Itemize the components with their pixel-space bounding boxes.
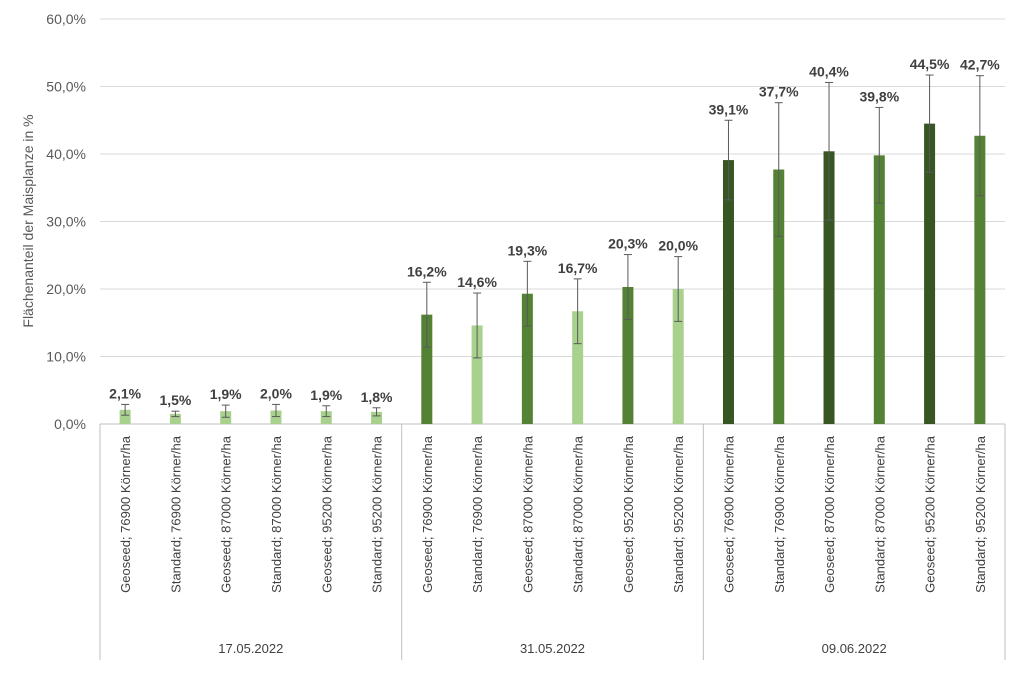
data-label: 1,9% xyxy=(210,386,242,402)
data-label: 20,3% xyxy=(608,236,648,252)
bar xyxy=(773,169,785,424)
data-label: 16,7% xyxy=(558,260,598,276)
y-tick-label: 40,0% xyxy=(46,146,86,162)
bar xyxy=(722,160,734,424)
data-label: 42,7% xyxy=(960,57,1000,73)
data-label: 2,1% xyxy=(109,385,141,401)
bar xyxy=(823,151,835,425)
y-axis-label: Flächenanteil der Maisplanze in % xyxy=(20,114,36,327)
group-label: 09.06.2022 xyxy=(822,641,887,656)
x-tick-label: Geoseed; 76900 Körner/ha xyxy=(420,435,435,593)
y-tick-label: 20,0% xyxy=(46,281,86,297)
bar xyxy=(521,293,533,424)
x-tick-label: Geoseed; 95200 Körner/ha xyxy=(621,435,636,593)
data-label: 16,2% xyxy=(407,263,447,279)
bar xyxy=(320,411,332,424)
bar xyxy=(622,286,634,424)
bar xyxy=(471,325,483,424)
y-tick-label: 10,0% xyxy=(46,349,86,365)
data-label: 1,9% xyxy=(310,387,342,403)
x-tick-label: Standard; 95200 Körner/ha xyxy=(671,435,686,593)
x-tick-label: Standard; 95200 Körner/ha xyxy=(370,435,385,593)
x-tick-label: Geoseed; 76900 Körner/ha xyxy=(721,435,736,593)
x-tick-label: Standard; 76900 Körner/ha xyxy=(772,435,787,593)
x-tick-label: Geoseed; 87000 Körner/ha xyxy=(520,435,535,593)
x-tick-label: Geoseed; 76900 Körner/ha xyxy=(118,435,133,593)
bar xyxy=(421,314,433,424)
data-label: 39,1% xyxy=(709,101,749,117)
x-tick-label: Standard; 95200 Körner/ha xyxy=(973,435,988,593)
bar xyxy=(873,155,885,424)
data-label: 14,6% xyxy=(457,274,497,290)
x-tick-label: Geoseed; 87000 Körner/ha xyxy=(822,435,837,593)
x-tick-label: Geoseed; 87000 Körner/ha xyxy=(219,435,234,593)
data-label: 44,5% xyxy=(910,56,950,72)
y-tick-label: 0,0% xyxy=(54,416,86,432)
bar xyxy=(119,409,131,424)
bar xyxy=(974,135,986,424)
gridlines xyxy=(100,18,1005,425)
x-tick-label: Standard; 87000 Körner/ha xyxy=(872,435,887,593)
data-label: 40,4% xyxy=(809,63,849,79)
x-tick-label: Standard; 76900 Körner/ha xyxy=(168,435,183,593)
bar xyxy=(371,411,383,424)
x-tick-label: Geoseed; 95200 Körner/ha xyxy=(319,435,334,593)
bar xyxy=(169,413,181,424)
bar xyxy=(672,289,684,424)
axes: 0,0% 10,0% 20,0% 30,0% 40,0% 50,0% 60,0% xyxy=(46,11,1006,660)
bars xyxy=(119,74,986,425)
data-label: 19,3% xyxy=(508,242,548,258)
y-tick-label: 30,0% xyxy=(46,214,86,230)
y-tick-label: 50,0% xyxy=(46,79,86,95)
data-label: 39,8% xyxy=(859,88,899,104)
data-label: 20,0% xyxy=(658,238,698,254)
x-tick-label: Geoseed; 95200 Körner/ha xyxy=(923,435,938,593)
data-label: 1,8% xyxy=(361,389,393,405)
data-label: 2,0% xyxy=(260,385,292,401)
group-label: 31.05.2022 xyxy=(520,641,585,656)
x-tick-label: Standard; 76900 Körner/ha xyxy=(470,435,485,593)
bar xyxy=(572,311,584,424)
labels: 2,1% Geoseed; 76900 Körner/ha 1,5% Standard… xyxy=(109,56,1000,656)
x-tick-label: Standard; 87000 Körner/ha xyxy=(269,435,284,593)
data-label: 1,5% xyxy=(159,392,191,408)
bar xyxy=(924,123,936,424)
group-label: 17.05.2022 xyxy=(218,641,283,656)
y-tick-label: 60,0% xyxy=(46,11,86,27)
data-label: 37,7% xyxy=(759,84,799,100)
x-tick-label: Standard; 87000 Körner/ha xyxy=(571,435,586,593)
bar xyxy=(270,410,282,424)
